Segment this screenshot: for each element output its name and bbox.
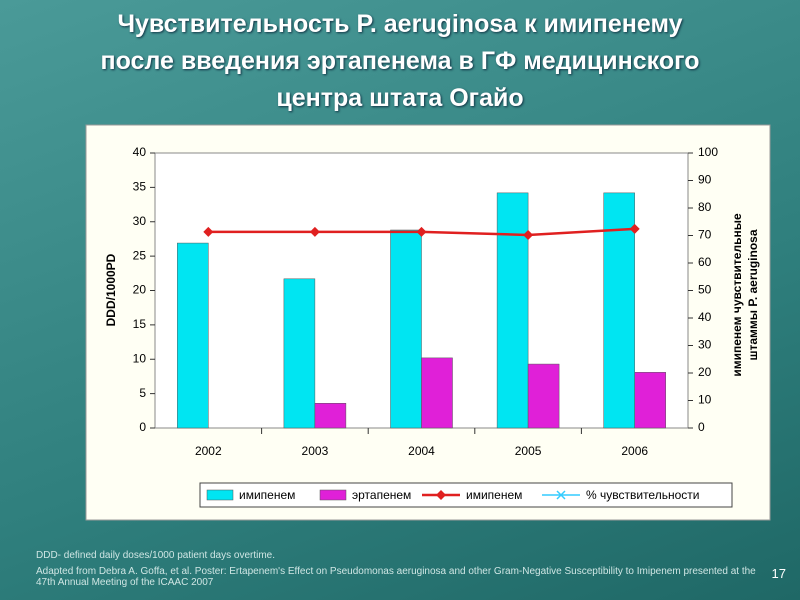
title-line: центра штата Огайо — [276, 84, 524, 112]
x-tick-label: 2006 — [621, 444, 648, 458]
legend-swatch — [206, 489, 234, 501]
x-tick-label: 2002 — [195, 444, 222, 458]
y-axis-label: DDD/1000PD — [104, 253, 118, 326]
marker — [416, 226, 427, 237]
slide-title: Чувствительность P. aeruginosa к имипене… — [20, 6, 780, 117]
y2-tick-label: 90 — [698, 173, 712, 187]
x-tick-label: 2005 — [515, 444, 542, 458]
bar — [603, 192, 635, 429]
legend-label: имипенем — [239, 488, 295, 502]
bar — [283, 278, 316, 429]
footnote: DDD- defined daily doses/1000 patient da… — [36, 550, 276, 561]
y-tick-label: 35 — [133, 180, 147, 194]
y-tick-label: 30 — [133, 214, 147, 228]
bar — [314, 403, 347, 429]
y2-tick-label: 60 — [698, 255, 712, 269]
marker — [203, 226, 214, 237]
y2-tick-label: 20 — [698, 365, 712, 379]
bar — [527, 363, 560, 429]
x-tick-label: 2004 — [408, 444, 435, 458]
y2-tick-label: 0 — [698, 420, 705, 434]
legend-swatch — [319, 489, 347, 501]
marker — [309, 226, 320, 237]
y2-tick-label: 80 — [698, 200, 712, 214]
legend-marker — [436, 490, 446, 500]
legend-label: эртапенем — [352, 488, 411, 502]
page-number: 17 — [771, 566, 786, 581]
y-tick-label: 10 — [133, 351, 147, 365]
legend-label: имипенем — [466, 488, 522, 502]
y-tick-label: 5 — [139, 386, 146, 400]
y2-axis-label: имипенем чувствительные — [730, 213, 744, 377]
bar — [177, 242, 209, 429]
y2-tick-label: 70 — [698, 228, 712, 242]
legend-box — [199, 482, 733, 508]
y-tick-label: 40 — [133, 145, 147, 159]
bar — [390, 229, 422, 429]
y2-tick-label: 10 — [698, 393, 712, 407]
bar — [634, 372, 666, 429]
marker — [629, 223, 640, 234]
legend-label: % чувствительности — [586, 488, 699, 502]
y-tick-label: 15 — [133, 317, 147, 331]
bar — [496, 192, 529, 429]
y2-axis-label: штаммы P. aeruginosa — [746, 229, 760, 360]
y2-tick-label: 50 — [698, 283, 712, 297]
bar — [421, 357, 453, 429]
legend-marker — [556, 490, 566, 500]
y-tick-label: 25 — [133, 248, 147, 262]
y-tick-label: 0 — [139, 420, 146, 434]
footnote: Adapted from Debra A. Goffa, et al. Post… — [36, 566, 756, 588]
y2-tick-label: 30 — [698, 338, 712, 352]
y2-tick-label: 100 — [698, 145, 718, 159]
y-tick-label: 20 — [133, 283, 147, 297]
x-tick-label: 2003 — [302, 444, 329, 458]
y2-tick-label: 40 — [698, 310, 712, 324]
marker — [523, 229, 534, 240]
title-line: после введения эртапенема в ГФ медицинск… — [100, 47, 700, 75]
title-line: Чувствительность P. aeruginosa к имипене… — [117, 10, 683, 38]
